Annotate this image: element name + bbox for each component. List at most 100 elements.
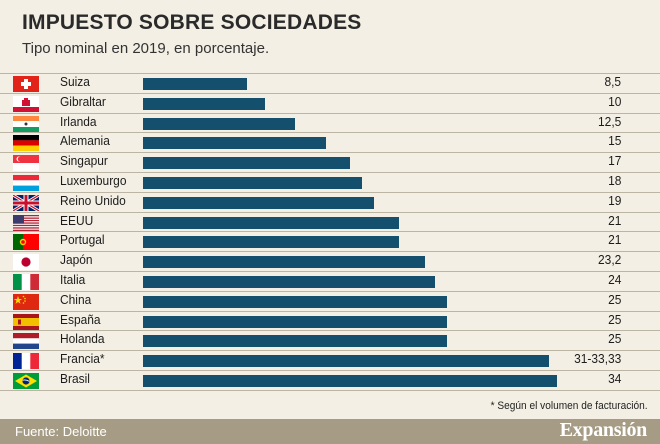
- data-label: 34: [607, 371, 621, 386]
- chart-row: Singapur 17: [0, 152, 660, 172]
- chart-row: Reino Unido 19: [0, 192, 660, 212]
- category-label: Luxemburgo: [60, 173, 127, 188]
- data-label: 23,2: [597, 252, 621, 268]
- brazil-flag-icon: [13, 373, 39, 389]
- bar: [143, 295, 448, 308]
- category-label: Italia: [60, 272, 86, 287]
- row-separator: [0, 211, 660, 213]
- bar: [143, 375, 557, 387]
- row-separator: [0, 231, 660, 233]
- category-label: EEUU: [60, 212, 94, 228]
- usa-flag-icon: [13, 214, 39, 231]
- data-label: 8,5: [604, 74, 621, 89]
- portugal-flag-icon: [13, 234, 39, 251]
- category-label: Holanda: [60, 331, 105, 347]
- row-separator: [0, 271, 660, 272]
- chart-row: Irlanda 12,5: [0, 113, 660, 133]
- row-separator: [0, 290, 660, 292]
- row-separator: [0, 350, 660, 352]
- japan-flag-icon: [13, 254, 39, 271]
- bar: [143, 315, 448, 328]
- luxembourg-flag-icon: [13, 175, 39, 191]
- data-label: 25: [607, 311, 621, 327]
- bar: [143, 117, 296, 130]
- row-separator: [0, 191, 660, 193]
- row-separator: [0, 251, 660, 253]
- row-separator: [0, 330, 660, 332]
- bar: [143, 196, 375, 209]
- row-separator: [0, 172, 660, 173]
- netherlands-flag-icon: [13, 333, 39, 350]
- chart-row: Francia* 31-33,33: [0, 350, 660, 370]
- footer-bar: Fuente: Deloitte Expansión: [0, 419, 660, 444]
- category-label: Irlanda: [60, 113, 97, 129]
- row-separator: [0, 310, 660, 312]
- bar: [143, 97, 265, 110]
- chart-row: Portugal 21: [0, 231, 660, 251]
- bar: [143, 78, 247, 90]
- france-flag-icon: [13, 353, 39, 370]
- bar: [143, 256, 426, 269]
- category-label: Suiza: [60, 74, 90, 89]
- category-label: Gibraltar: [60, 93, 106, 109]
- category-label: España: [60, 311, 101, 327]
- gibraltar-flag-icon: [13, 95, 39, 112]
- category-label: Japón: [60, 252, 93, 268]
- chart-row: China 25: [0, 291, 660, 311]
- data-label: 15: [607, 133, 621, 149]
- bar: [143, 137, 326, 150]
- row-separator: [0, 389, 660, 391]
- chart-row: Luxemburgo 18: [0, 172, 660, 192]
- germany-flag-icon: [13, 135, 39, 152]
- data-label: 31-33,33: [573, 351, 621, 367]
- row-separator: [0, 73, 660, 74]
- category-label: Portugal: [60, 232, 105, 248]
- data-label: 21: [607, 232, 621, 248]
- category-label: China: [60, 291, 92, 307]
- footnote: * Según el volumen de facturación.: [491, 400, 648, 412]
- data-label: 21: [607, 212, 621, 228]
- row-separator: [0, 370, 660, 371]
- data-label: 17: [607, 153, 621, 169]
- data-label: 19: [607, 192, 621, 208]
- swiss-flag-icon: [13, 76, 39, 92]
- category-label: Francia*: [60, 351, 105, 367]
- data-label: 24: [607, 272, 621, 287]
- category-label: Reino Unido: [60, 192, 126, 208]
- source-label: Fuente: Deloitte: [15, 424, 107, 439]
- chart-title: IMPUESTO SOBRE SOCIEDADES: [22, 11, 362, 34]
- chart-row: Suiza 8,5: [0, 73, 660, 93]
- data-label: 18: [607, 173, 621, 188]
- chart-subtitle: Tipo nominal en 2019, en porcentaje.: [22, 40, 270, 57]
- data-label: 25: [607, 331, 621, 347]
- chart-row: Alemania 15: [0, 132, 660, 152]
- row-separator: [0, 152, 660, 154]
- italy-flag-icon: [13, 274, 39, 290]
- bar: [143, 216, 399, 229]
- bar: [143, 177, 363, 189]
- chart-row: Holanda 25: [0, 330, 660, 350]
- chart-row: Italia 24: [0, 271, 660, 291]
- singapore-flag-icon: [13, 155, 39, 172]
- chart-row: España 25: [0, 311, 660, 331]
- bar: [143, 276, 436, 288]
- brand-logo: Expansión: [559, 419, 648, 441]
- row-separator: [0, 92, 660, 94]
- china-flag-icon: [13, 293, 39, 310]
- category-label: Brasil: [60, 371, 90, 386]
- chart-row: Japón 23,2: [0, 251, 660, 271]
- data-label: 12,5: [597, 113, 621, 129]
- data-label: 10: [607, 93, 621, 109]
- ireland-flag-icon: [13, 115, 39, 132]
- category-label: Singapur: [60, 153, 108, 169]
- bar: [143, 335, 448, 348]
- bar: [143, 355, 549, 368]
- spain-flag-icon: [13, 313, 39, 330]
- data-label: 25: [607, 291, 621, 307]
- row-separator: [0, 112, 660, 114]
- row-separator: [0, 132, 660, 134]
- bar: [143, 236, 399, 249]
- chart-row: EEUU 21: [0, 212, 660, 232]
- category-label: Alemania: [60, 133, 110, 149]
- bar: [143, 157, 350, 170]
